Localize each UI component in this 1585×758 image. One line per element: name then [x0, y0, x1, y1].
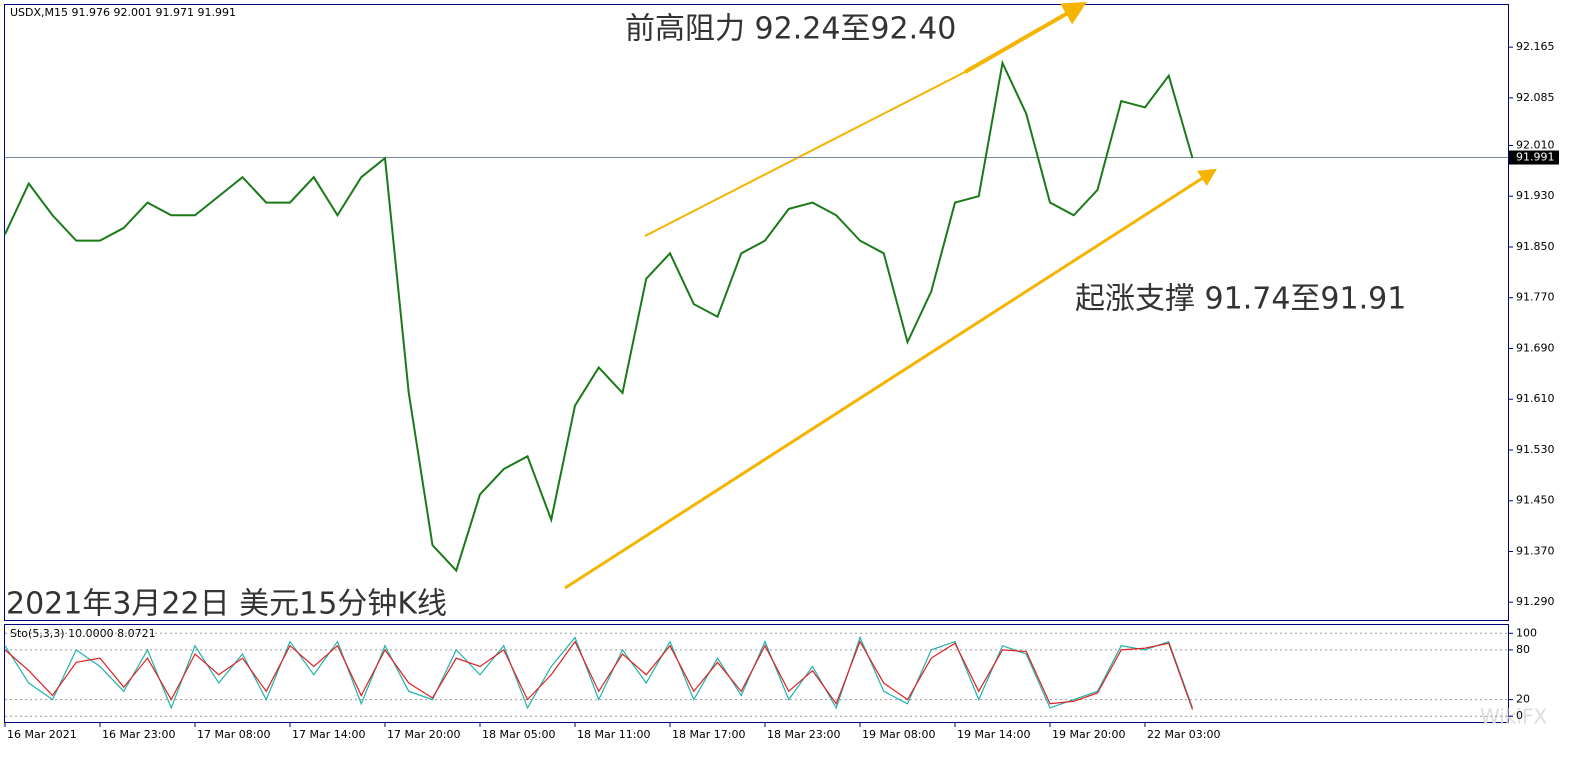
y-tick-label: 92.085 — [1516, 91, 1555, 104]
y-tick-label: 91.930 — [1516, 189, 1555, 202]
y-tick-label: 0 — [1516, 709, 1523, 722]
annotation: 起涨支撑 91.74至91.91 — [1075, 282, 1406, 317]
x-tick-label: 19 Mar 08:00 — [862, 728, 935, 741]
x-tick-label: 18 Mar 23:00 — [767, 728, 840, 741]
x-tick-label: 22 Mar 03:00 — [1147, 728, 1220, 741]
y-tick-label: 91.450 — [1516, 494, 1555, 507]
y-tick-label: 91.530 — [1516, 443, 1555, 456]
x-tick-label: 16 Mar 2021 — [7, 728, 77, 741]
y-tick-label: 91.290 — [1516, 595, 1555, 608]
line — [4, 59, 1194, 573]
label: Sto(5,3,3) — [10, 627, 65, 640]
symbol: USDX,M15 — [10, 6, 68, 19]
x-tick-label: 19 Mar 14:00 — [957, 728, 1030, 741]
y-tick-label: 80 — [1516, 643, 1530, 656]
x-tick-label: 18 Mar 17:00 — [672, 728, 745, 741]
annotation: 2021年3月22日 美元15分钟K线 — [6, 587, 447, 622]
channel-arrow — [964, 2, 1087, 74]
x-tick-label: 16 Mar 23:00 — [102, 728, 175, 741]
y-tick-label: 100 — [1516, 626, 1537, 639]
y-tick-label: 92.165 — [1516, 40, 1555, 53]
x-tick-label: 17 Mar 14:00 — [292, 728, 365, 741]
line — [4, 640, 1194, 710]
ohlc: 92.001 — [114, 6, 153, 19]
y-tick-label: 91.370 — [1516, 544, 1555, 557]
y-tick-label: 91.850 — [1516, 240, 1555, 253]
stoch-frame — [4, 624, 1509, 723]
annotation: 前高阻力 92.24至92.40 — [625, 12, 956, 47]
main-frame — [4, 4, 1509, 621]
ohlc: 91.971 — [156, 6, 195, 19]
y-tick-label: 92.010 — [1516, 138, 1555, 151]
x-tick-label: 19 Mar 20:00 — [1052, 728, 1125, 741]
channel-line — [644, 71, 966, 237]
y-tick-label: 91.770 — [1516, 291, 1555, 304]
ohlc: 91.976 — [72, 6, 111, 19]
x-tick-label: 18 Mar 11:00 — [577, 728, 650, 741]
y-tick-label: 91.610 — [1516, 392, 1555, 405]
x-tick-label: 17 Mar 08:00 — [197, 728, 270, 741]
header: USDX,M15 91.976 92.001 91.971 91.991 — [10, 6, 236, 19]
y-tick-label: 20 — [1516, 693, 1530, 706]
y-tick-label: 91.690 — [1516, 341, 1555, 354]
last-price-box — [1509, 150, 1559, 165]
x-tick-label: 17 Mar 20:00 — [387, 728, 460, 741]
channel-arrow — [564, 168, 1218, 590]
last-price-label: 91.991 — [1516, 151, 1555, 164]
ohlc: 91.991 — [198, 6, 237, 19]
x-tick-label: 18 Mar 05:00 — [482, 728, 555, 741]
